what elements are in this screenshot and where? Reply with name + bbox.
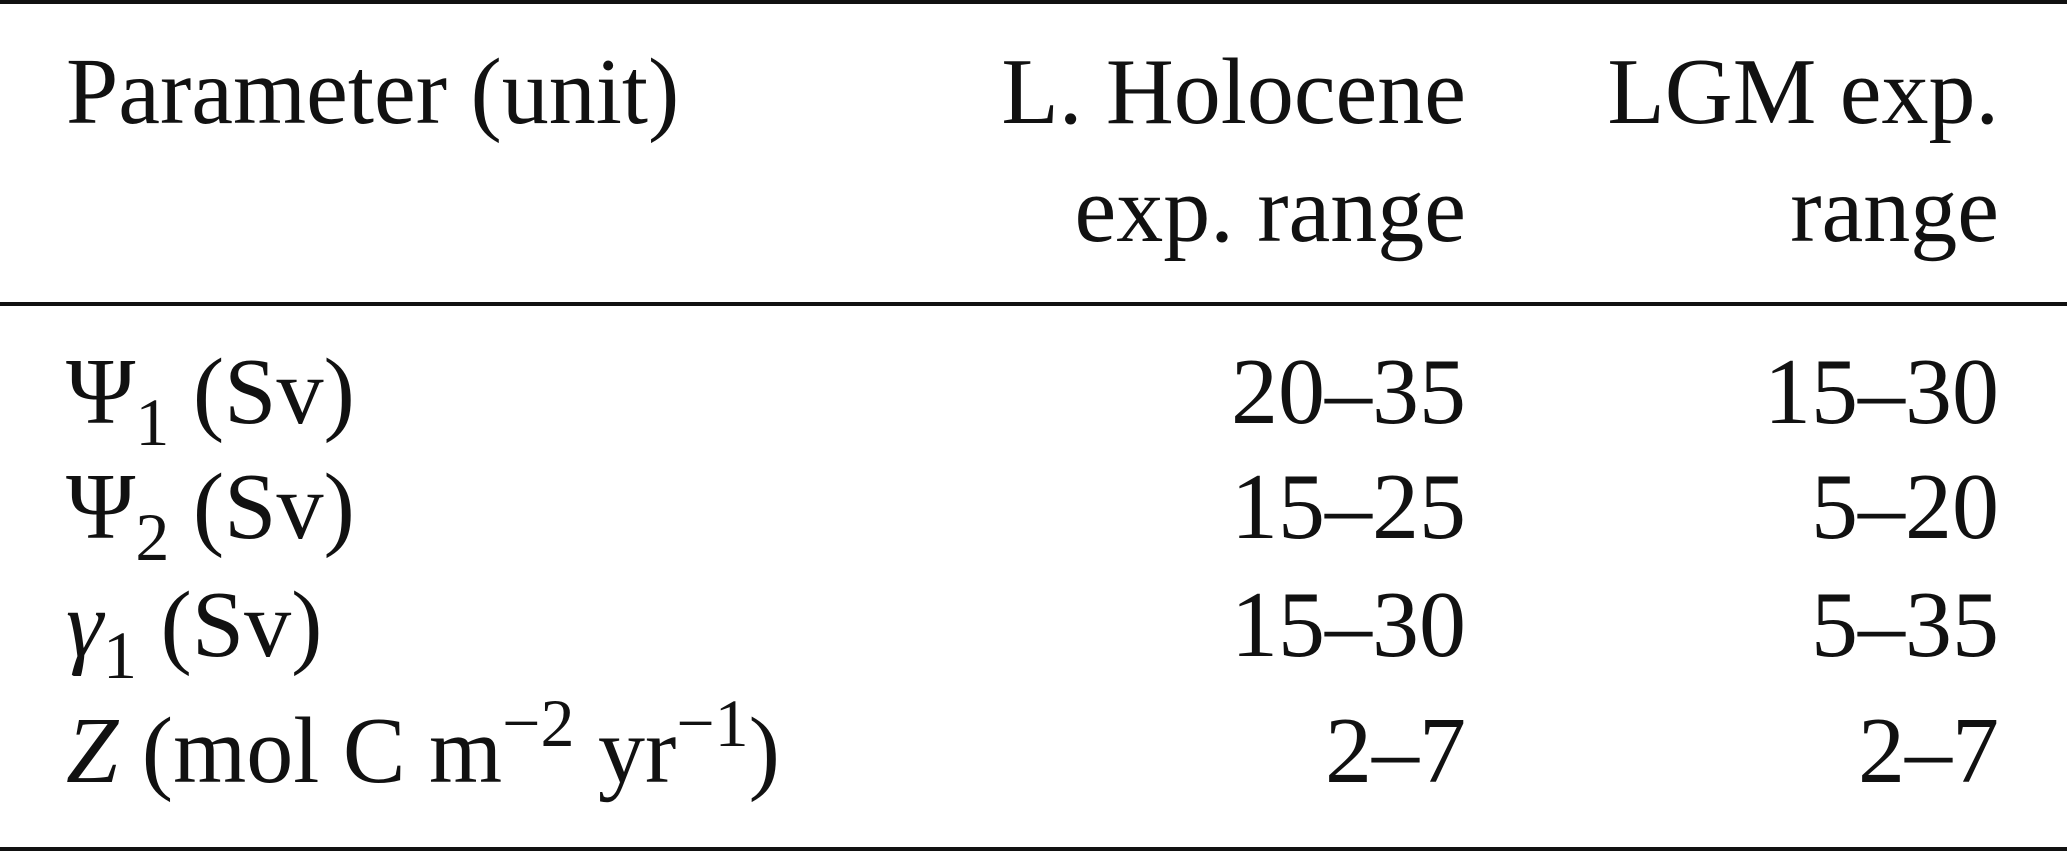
header-cell: range — [1790, 158, 1999, 262]
parameter-part: ) — [748, 699, 780, 803]
parameter-part: −1 — [676, 685, 749, 761]
lgm-cell: 5–20 — [1811, 455, 1999, 559]
holocene-cell: 2–7 — [1325, 699, 1466, 803]
parameter-part: γ — [66, 573, 104, 677]
parameter-part: Ψ — [66, 455, 136, 559]
holocene-cell: 15–25 — [1231, 455, 1466, 559]
parameter-part: (Sv) — [169, 455, 355, 559]
header-cell: L. Holocene — [1001, 40, 1466, 144]
parameter-cell: Ψ2 (Sv) — [66, 460, 355, 571]
parameter-cell: Z (mol C m−2 yr−1) — [66, 689, 780, 798]
holocene-cell: 15–30 — [1231, 573, 1466, 677]
header-cell: exp. range — [1074, 158, 1466, 262]
parameter-part: −2 — [502, 685, 575, 761]
parameter-cell: Ψ1 (Sv) — [66, 345, 355, 456]
parameter-part: (Sv) — [169, 340, 355, 444]
parameter-part: (Sv) — [137, 573, 323, 677]
mid-rule — [0, 302, 2067, 306]
lgm-cell: 2–7 — [1858, 699, 1999, 803]
top-rule — [0, 0, 2067, 4]
parameter-cell: γ1 (Sv) — [66, 578, 322, 689]
header-cell: LGM exp. — [1607, 40, 1999, 144]
parameter-part: yr — [574, 699, 677, 803]
bottom-rule — [0, 847, 2067, 851]
parameter-part: 1 — [135, 384, 170, 460]
header-cell: Parameter (unit) — [66, 40, 680, 144]
lgm-cell: 5–35 — [1811, 573, 1999, 677]
parameter-part: 1 — [103, 617, 138, 693]
parameter-part: Ψ — [66, 340, 136, 444]
lgm-cell: 15–30 — [1764, 340, 1999, 444]
parameter-part: (mol C m — [118, 699, 503, 803]
holocene-cell: 20–35 — [1231, 340, 1466, 444]
parameter-part: Z — [66, 699, 119, 803]
parameter-part: 2 — [135, 499, 170, 575]
